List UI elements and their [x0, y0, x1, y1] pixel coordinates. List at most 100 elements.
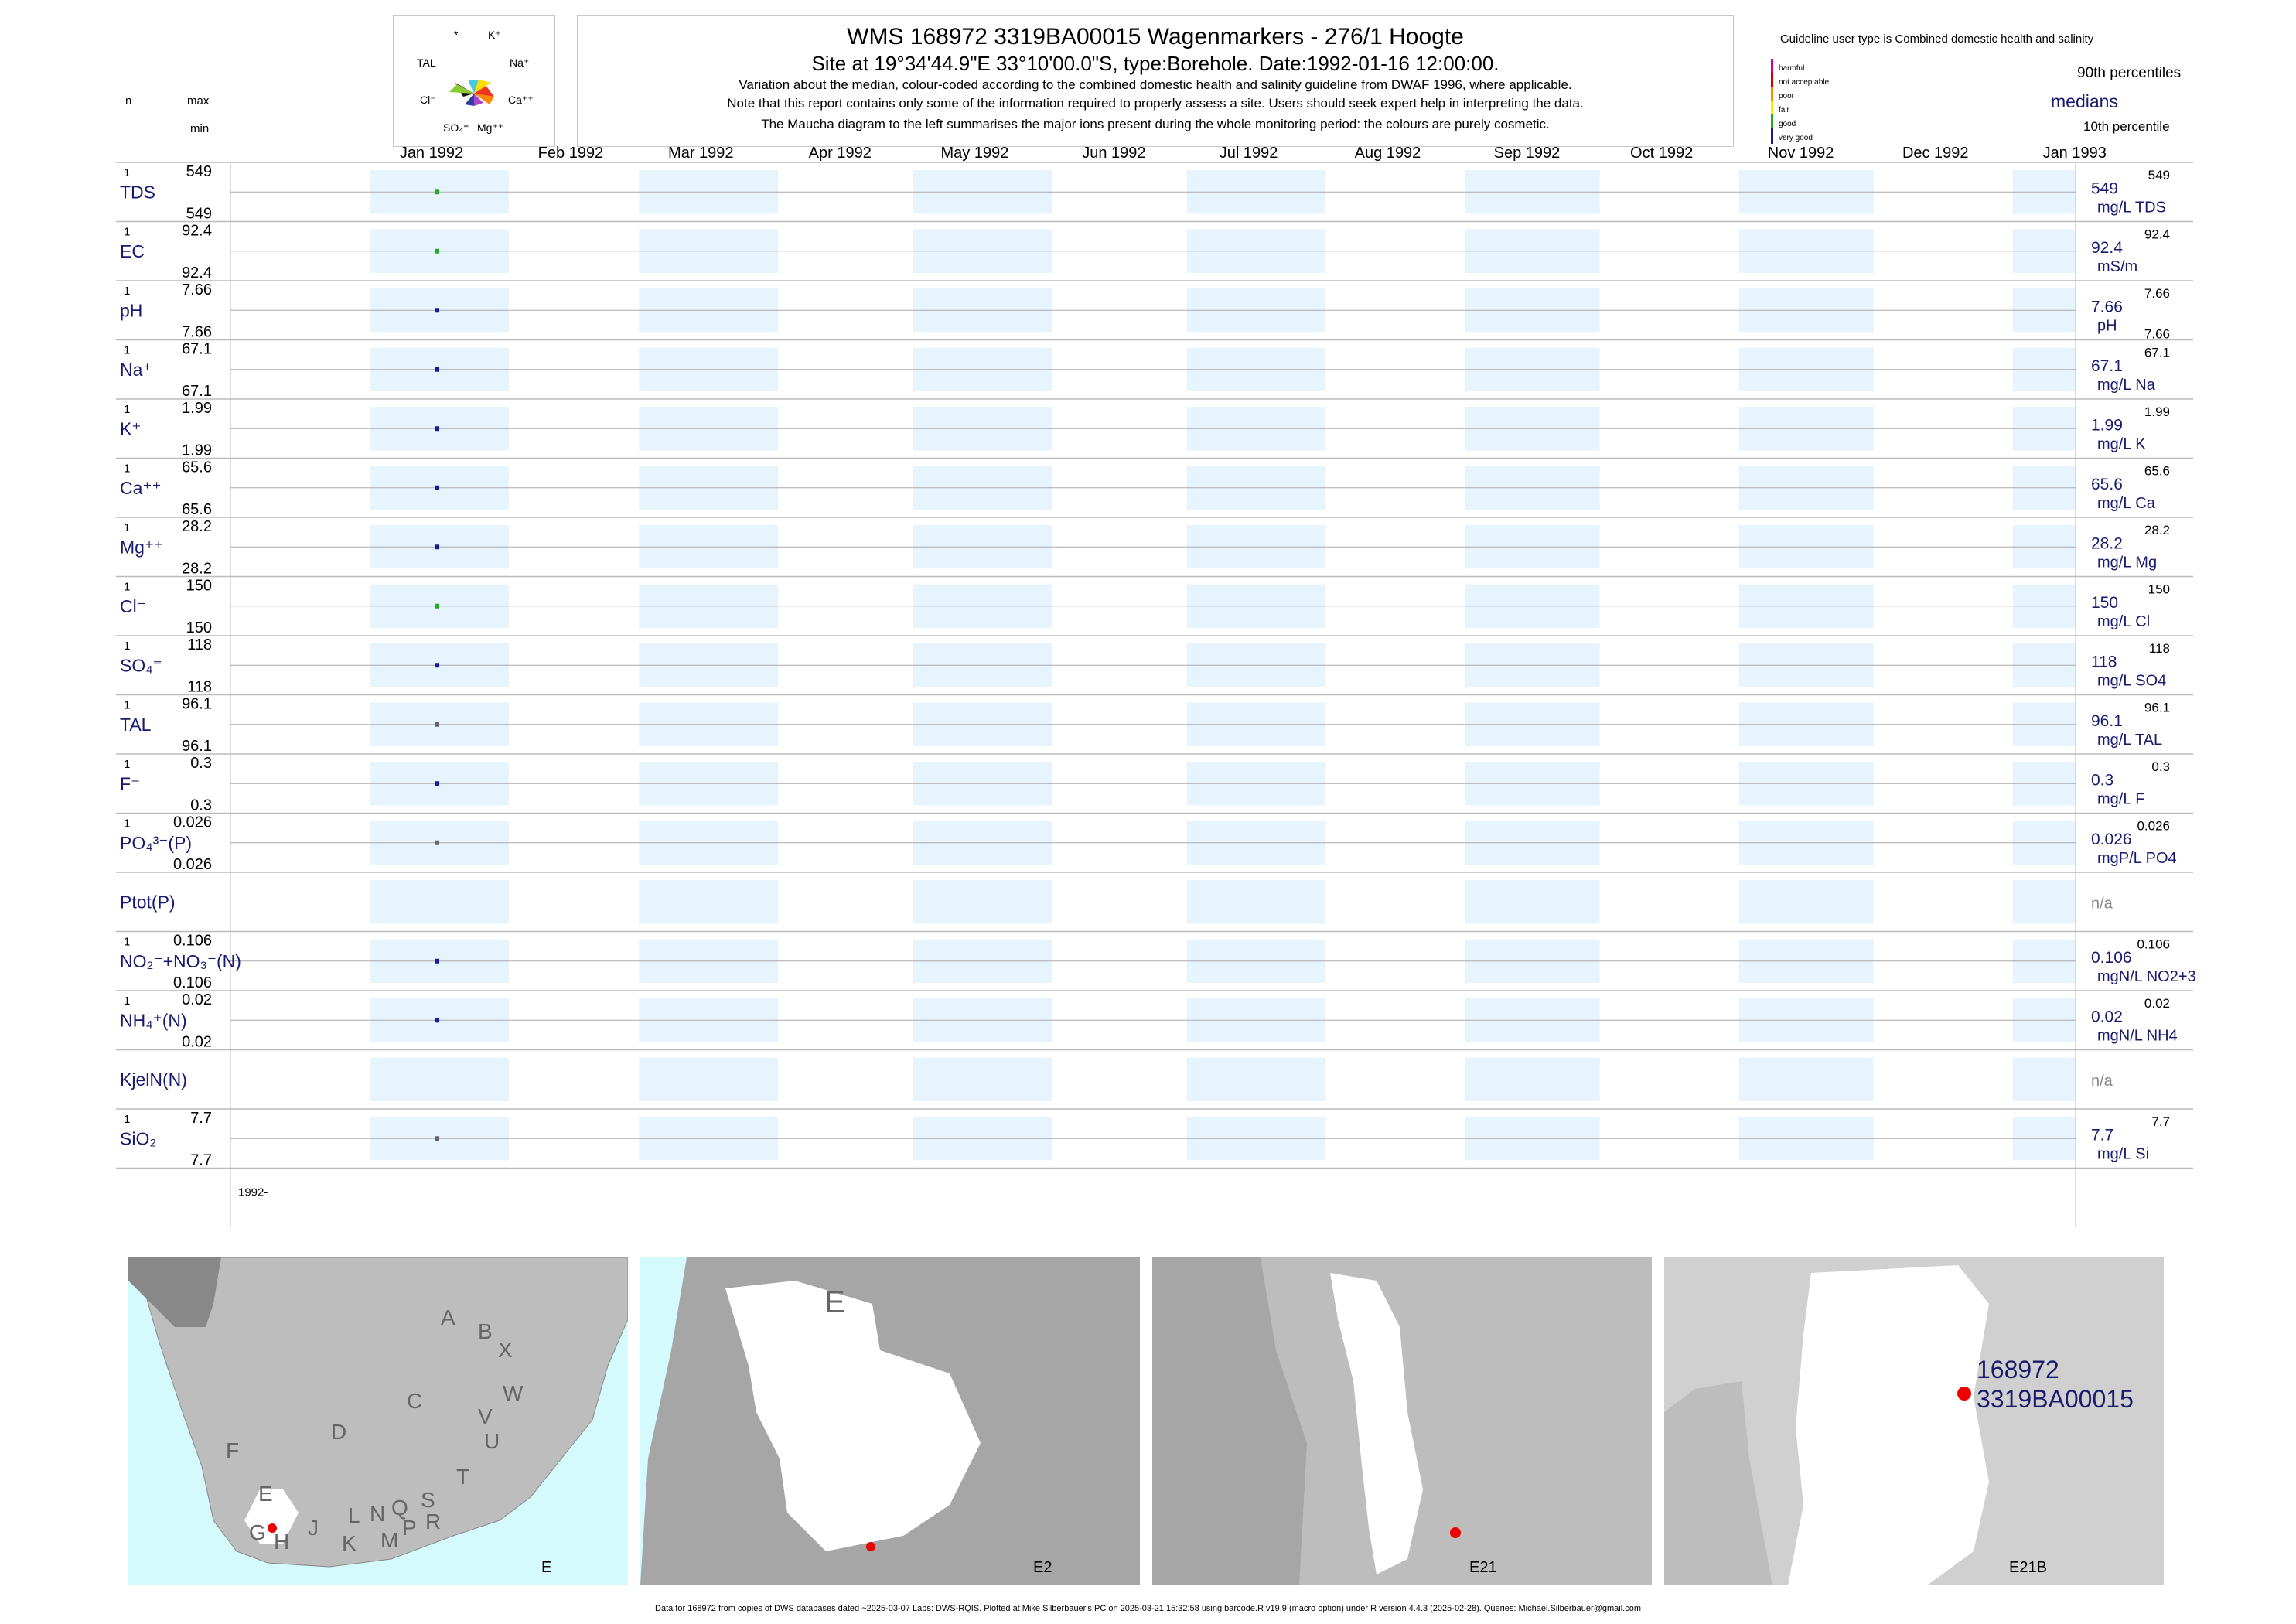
catchment-letter: A	[441, 1305, 455, 1329]
row-label: F⁻	[120, 773, 140, 793]
unit-label: mS/m	[2097, 258, 2137, 275]
row-label: NO₂⁻+NO₃⁻(N)	[120, 951, 241, 971]
month-label-top: Nov 1992	[1768, 145, 1834, 162]
guideline-category: very good	[1779, 134, 1813, 142]
median-value: 0.026	[2091, 831, 2132, 848]
catchment-letter: G	[249, 1520, 266, 1544]
maucha-sector-k	[468, 80, 479, 94]
min-label: 28.2	[182, 561, 212, 578]
row-label: TDS	[120, 182, 155, 202]
map-label: E2	[1033, 1559, 1052, 1576]
max-label: 0.3	[190, 755, 212, 772]
legend-p10: 10th percentile	[2083, 119, 2170, 134]
map-south-africa: A B X W C V U D T F E S Q R N P L M K J …	[128, 1257, 628, 1585]
guideline-categories: harmful not acceptable poor fair good ve…	[1779, 62, 1829, 145]
p90-value: 0.106	[2137, 937, 2170, 952]
median-value: 549	[2091, 179, 2118, 197]
row-label: Na⁺	[120, 360, 152, 380]
legend-medians: medians	[2051, 91, 2118, 111]
unit-label: mg/L Na	[2097, 377, 2156, 394]
map-label: E	[541, 1559, 552, 1576]
data-point	[435, 189, 440, 195]
site-label: 168972 3319BA00015	[1977, 1355, 2134, 1414]
unit-label: mgN/L NH4	[2097, 1027, 2178, 1044]
max-label: 7.7	[190, 1110, 212, 1127]
catchment-letter: F	[226, 1438, 240, 1462]
data-point	[435, 426, 440, 432]
median-value: 0.106	[2091, 949, 2132, 967]
max-label: 96.1	[182, 696, 212, 713]
maucha-label: K⁺	[488, 29, 501, 41]
unit-label: mg/L Cl	[2097, 613, 2150, 630]
guideline-category: harmful	[1779, 64, 1805, 73]
month-shade	[1738, 1057, 1874, 1101]
median-value: 118	[2091, 653, 2117, 670]
catchment-letter: E	[258, 1482, 273, 1506]
catchment-letter: T	[456, 1465, 470, 1489]
month-shade	[369, 1057, 509, 1101]
count-label: 1	[124, 817, 130, 831]
max-label: 7.66	[182, 281, 212, 299]
map-label: E21	[1469, 1559, 1497, 1576]
p90-value: 0.02	[2144, 996, 2170, 1011]
p90-value: 549	[2148, 168, 2170, 183]
maucha-label: SO₄⁼	[443, 121, 469, 134]
month-label-top: Sep 1992	[1494, 145, 1561, 162]
catchment-letter: X	[498, 1338, 513, 1362]
p90-value: 7.7	[2151, 1114, 2170, 1129]
data-point	[435, 840, 440, 845]
data-point	[435, 367, 440, 372]
catchment-letter: H	[274, 1530, 290, 1554]
page-subtitle: Site at 19°34'44.9"E 33°10'00.0"S, type:…	[811, 52, 1499, 75]
p90-value: 92.4	[2144, 227, 2170, 242]
month-label-top: Jun 1992	[1082, 145, 1145, 162]
catchment-letter: L	[348, 1503, 360, 1527]
land-area	[128, 1257, 628, 1568]
catchment-letter: D	[331, 1420, 347, 1444]
catchment-letter: S	[421, 1488, 435, 1512]
month-shade	[913, 1057, 1052, 1101]
catchment-letter: W	[503, 1381, 524, 1405]
p10-value: 7.66	[2144, 327, 2170, 342]
month-label-top: Feb 1992	[538, 145, 604, 162]
map-e21b: 168972 3319BA00015 E21B	[1664, 1257, 2164, 1585]
map-e21b-svg	[1664, 1265, 1989, 1585]
catchment-letter: Q	[391, 1496, 408, 1520]
map-e21: E21	[1152, 1257, 1652, 1585]
catchment-letter: N	[370, 1502, 386, 1526]
month-shade	[639, 1057, 779, 1101]
maucha-sector-na	[474, 80, 491, 94]
month-shade	[369, 880, 509, 924]
min-label: 1.99	[182, 442, 212, 459]
count-label: 1	[124, 344, 130, 357]
row-label: K⁺	[120, 418, 141, 438]
catchment-letter: C	[407, 1389, 423, 1413]
count-label: 1	[124, 758, 130, 771]
footer-note: Data for 168972 from copies of DWS datab…	[655, 1604, 1641, 1613]
p90-value: 65.6	[2144, 464, 2170, 479]
median-value: 65.6	[2091, 476, 2123, 493]
data-point	[435, 544, 440, 550]
data-point	[435, 781, 440, 786]
p90-value: 67.1	[2144, 346, 2170, 360]
p90-value: 7.66	[2144, 286, 2170, 301]
map-e2-svg	[640, 1257, 981, 1585]
median-value: 150	[2091, 594, 2118, 612]
count-label: 1	[124, 699, 130, 712]
month-shade	[1738, 880, 1874, 924]
month-shade	[2012, 880, 2076, 924]
min-label: 65.6	[182, 501, 212, 518]
col-header-min: min	[190, 122, 210, 135]
median-value: 0.3	[2091, 771, 2113, 789]
median-value: 92.4	[2091, 239, 2123, 257]
maucha-diagram: * K⁺ TAL Na⁺ Cl⁻ Ca⁺⁺ SO₄⁼ Mg⁺⁺	[393, 15, 555, 147]
row-label: KjelN(N)	[120, 1070, 187, 1090]
count-label: 1	[124, 1113, 130, 1126]
maucha-sector-so4	[465, 94, 474, 106]
adjacent-catchment	[1152, 1257, 1307, 1585]
month-shade	[2012, 1057, 2076, 1101]
data-point	[435, 248, 440, 254]
unit-label: mgN/L NO2+3	[2097, 968, 2196, 985]
month-label-top: Mar 1992	[668, 145, 734, 162]
